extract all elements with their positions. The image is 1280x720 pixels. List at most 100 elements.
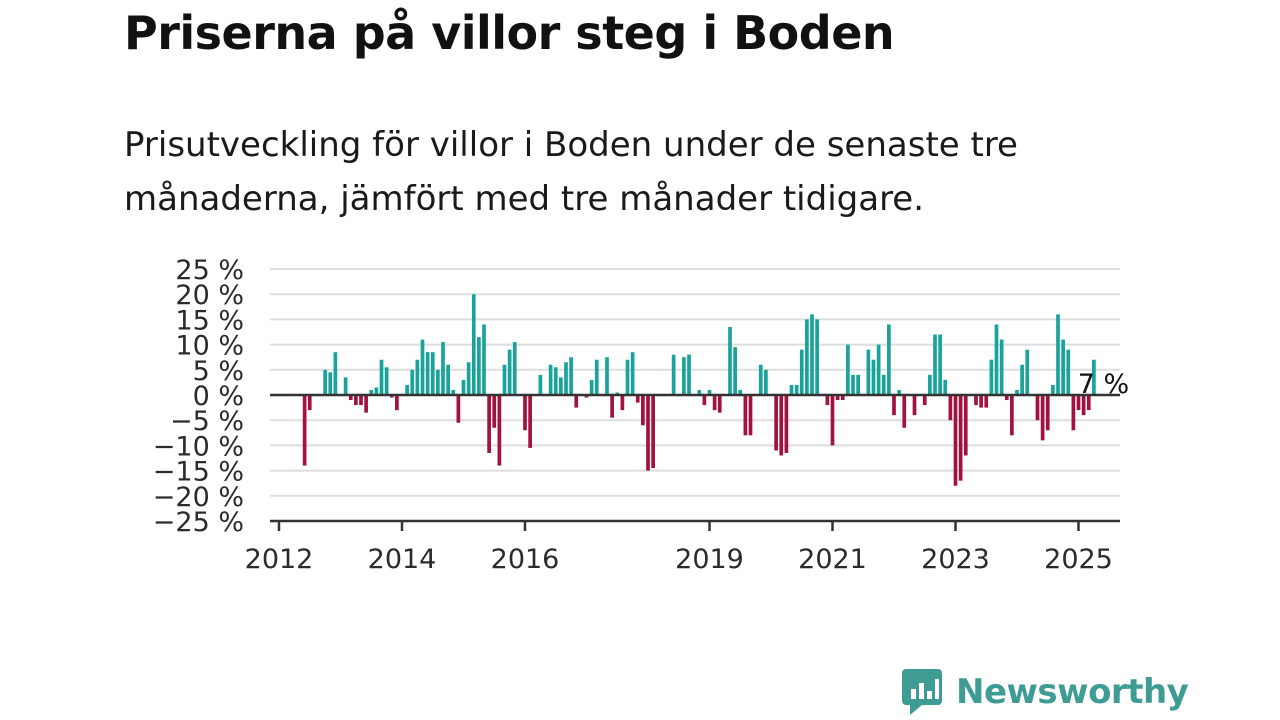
bar bbox=[456, 395, 461, 423]
bar bbox=[999, 339, 1004, 395]
chart-title: Priserna på villor steg i Boden bbox=[124, 6, 895, 60]
newsworthy-logo-icon bbox=[902, 669, 942, 715]
bar bbox=[502, 364, 507, 395]
bar bbox=[1025, 349, 1030, 395]
bar bbox=[881, 374, 886, 395]
bar bbox=[1081, 395, 1086, 416]
bar bbox=[482, 324, 486, 395]
bar bbox=[1004, 395, 1009, 401]
bar bbox=[395, 395, 399, 411]
y-tick-label: 25 % bbox=[175, 255, 244, 286]
bar bbox=[451, 389, 456, 395]
bar bbox=[605, 357, 609, 395]
bar bbox=[512, 342, 517, 395]
y-tick-label: −25 % bbox=[153, 507, 244, 538]
bar bbox=[307, 395, 312, 411]
bar bbox=[748, 395, 753, 436]
brand-name: Newsworthy bbox=[956, 672, 1189, 712]
y-tick-label: −20 % bbox=[153, 482, 244, 513]
bar bbox=[764, 369, 768, 395]
bar bbox=[830, 395, 835, 446]
bar bbox=[630, 352, 635, 395]
y-tick-label: 0 % bbox=[193, 381, 244, 412]
bar bbox=[615, 392, 620, 395]
x-tick-label: 2012 bbox=[245, 544, 314, 575]
bar bbox=[846, 344, 850, 395]
bar bbox=[569, 357, 573, 395]
bar bbox=[1045, 395, 1050, 431]
bar bbox=[466, 362, 471, 395]
bar bbox=[1035, 395, 1040, 421]
bar bbox=[333, 352, 338, 395]
bar bbox=[697, 389, 702, 395]
bar bbox=[963, 395, 968, 456]
bar bbox=[1066, 349, 1071, 395]
bar bbox=[430, 352, 435, 395]
bar bbox=[389, 395, 394, 398]
bar bbox=[840, 395, 845, 401]
y-tick-label: 5 % bbox=[193, 356, 244, 387]
bar bbox=[477, 337, 481, 395]
bar bbox=[1056, 314, 1060, 395]
bar bbox=[635, 395, 640, 403]
bar bbox=[564, 362, 568, 395]
y-tick-label: 10 % bbox=[175, 331, 244, 362]
bar bbox=[682, 357, 686, 395]
bar bbox=[354, 395, 358, 406]
y-tick-label: −15 % bbox=[153, 457, 244, 488]
bar bbox=[410, 369, 415, 395]
bar bbox=[1092, 359, 1096, 395]
bar bbox=[922, 395, 927, 406]
y-tick-label: 20 % bbox=[175, 280, 244, 311]
axes bbox=[270, 393, 1120, 523]
bar bbox=[441, 342, 445, 395]
bar bbox=[523, 395, 527, 431]
bar bbox=[856, 374, 860, 395]
bar bbox=[1086, 395, 1091, 411]
bar bbox=[343, 377, 348, 395]
y-axis-ticks: 25 %20 %15 %10 %5 %0 %−5 %−10 %−15 %−20 … bbox=[153, 255, 244, 538]
bar bbox=[943, 379, 948, 395]
bar bbox=[794, 384, 799, 395]
bar bbox=[507, 349, 512, 395]
bar bbox=[825, 395, 830, 406]
bar bbox=[784, 395, 789, 453]
bar bbox=[594, 359, 599, 395]
bar bbox=[994, 324, 999, 395]
annotations: 7 % bbox=[1078, 369, 1129, 400]
bar bbox=[487, 395, 491, 453]
last-value-label: 7 % bbox=[1078, 369, 1129, 400]
bar bbox=[492, 395, 497, 428]
bar bbox=[958, 395, 963, 481]
bar bbox=[446, 364, 450, 395]
bar bbox=[1015, 389, 1019, 395]
bar bbox=[538, 374, 543, 395]
bar bbox=[815, 319, 819, 395]
bar bbox=[687, 354, 691, 395]
bar bbox=[974, 395, 978, 406]
x-tick-label: 2025 bbox=[1044, 544, 1113, 575]
bar bbox=[405, 384, 409, 395]
bar bbox=[1061, 339, 1065, 395]
bar bbox=[989, 359, 994, 395]
bar bbox=[610, 395, 614, 418]
bar bbox=[779, 395, 784, 456]
bar bbox=[728, 326, 732, 395]
bar bbox=[933, 334, 937, 395]
bar bbox=[707, 389, 712, 395]
bar bbox=[1051, 384, 1055, 395]
bar bbox=[553, 367, 558, 395]
bar bbox=[1076, 395, 1081, 411]
bar bbox=[851, 374, 855, 395]
bar bbox=[589, 379, 594, 395]
bar bbox=[497, 395, 502, 466]
x-tick-label: 2014 bbox=[368, 544, 437, 575]
bar bbox=[835, 395, 840, 401]
bar bbox=[384, 367, 389, 395]
bar bbox=[902, 395, 907, 428]
bar bbox=[799, 349, 804, 395]
bar bbox=[1071, 395, 1076, 431]
bar bbox=[574, 395, 579, 408]
bar bbox=[420, 339, 425, 395]
